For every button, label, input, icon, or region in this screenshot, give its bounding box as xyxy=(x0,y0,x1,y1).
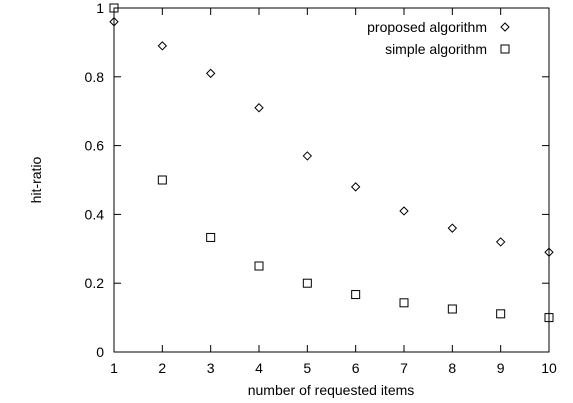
x-tick-label: 2 xyxy=(158,360,166,376)
x-tick-label: 1 xyxy=(110,360,118,376)
proposed-algorithm-point xyxy=(254,103,264,113)
x-tick-label: 8 xyxy=(448,360,456,376)
simple-algorithm-point xyxy=(157,175,167,185)
legend-label: simple algorithm xyxy=(385,41,487,57)
x-tick-label: 4 xyxy=(255,360,263,376)
legend-marker xyxy=(500,22,510,32)
proposed-algorithm-point xyxy=(495,237,506,247)
simple-algorithm-point xyxy=(109,3,119,13)
simple-algorithm-point xyxy=(254,261,264,271)
legend-label: proposed algorithm xyxy=(367,19,487,35)
plot-frame xyxy=(113,7,550,353)
proposed-algorithm-point xyxy=(350,182,361,192)
y-tick-label: 0.4 xyxy=(85,206,105,222)
y-tick-label: 0.8 xyxy=(85,69,105,85)
x-tick-label: 7 xyxy=(400,360,408,376)
y-tick-label: 0 xyxy=(96,344,104,360)
x-tick-label: 9 xyxy=(497,360,505,376)
x-ticks: 1 2 3 4 5 6 7 8 9 10 xyxy=(110,8,557,376)
proposed-algorithm-point xyxy=(302,151,313,161)
y-ticks: 0 0.2 0.4 0.6 0.8 1 xyxy=(85,0,549,360)
proposed-algorithm-point xyxy=(205,68,216,79)
x-tick-label: 3 xyxy=(207,360,215,376)
y-axis-label: hit-ratio xyxy=(28,156,44,203)
proposed-algorithm-point xyxy=(447,223,458,233)
simple-algorithm-point xyxy=(399,298,409,308)
y-tick-label: 0.2 xyxy=(85,275,105,291)
x-tick-label: 6 xyxy=(352,360,360,376)
x-tick-label: 10 xyxy=(541,360,557,376)
proposed-algorithm-point xyxy=(544,247,554,257)
proposed-algorithm-point xyxy=(157,41,168,51)
y-tick-label: 0.6 xyxy=(85,138,105,154)
simple-algorithm-point xyxy=(351,290,361,300)
simple-algorithm-point xyxy=(496,309,506,319)
legend-marker xyxy=(500,44,510,54)
data-points xyxy=(109,3,554,323)
simple-algorithm-point xyxy=(302,278,312,288)
y-tick-label: 1 xyxy=(96,0,104,16)
x-tick-label: 5 xyxy=(303,360,311,376)
proposed-algorithm-point xyxy=(399,206,409,216)
simple-algorithm-point xyxy=(447,304,457,314)
legend: proposed algorithm simple algorithm xyxy=(367,19,510,57)
proposed-algorithm-point xyxy=(109,17,119,27)
simple-algorithm-point xyxy=(544,313,554,323)
simple-algorithm-point xyxy=(206,232,216,242)
x-axis-label: number of requested items xyxy=(248,382,415,398)
